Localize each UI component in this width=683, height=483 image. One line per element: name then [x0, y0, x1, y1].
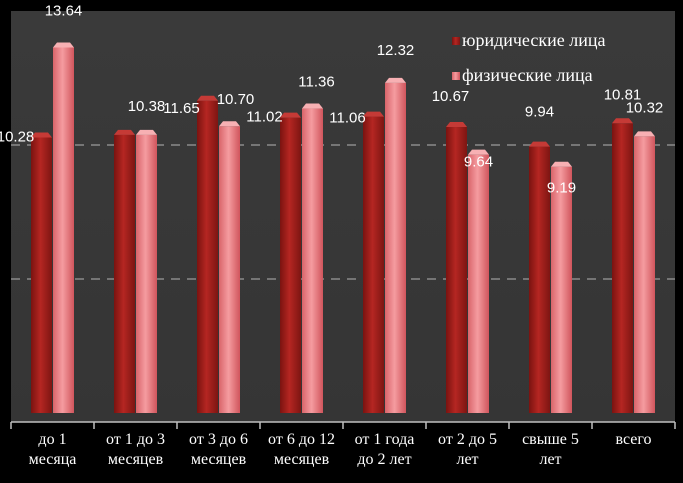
bar-body: [197, 100, 218, 413]
x-tick-label: лет: [539, 451, 561, 468]
x-tick-label: до 1: [38, 431, 66, 448]
bar-legal-5: [446, 122, 467, 413]
bar-legal-7: [612, 118, 633, 414]
bar-cap: [302, 103, 323, 109]
bar-body: [446, 127, 467, 413]
value-label: 10.81: [604, 86, 642, 103]
legend-label: юридические лица: [462, 30, 605, 50]
x-tick-label: от 3 до 6: [189, 431, 248, 448]
bar-cap: [385, 77, 406, 83]
legend-label: физические лица: [462, 65, 593, 85]
bar-cap: [612, 118, 633, 124]
bar-cap: [31, 132, 52, 138]
x-tick-label: месяца: [29, 451, 77, 468]
bar-cap: [634, 131, 655, 137]
bar-body: [385, 82, 406, 413]
bar-cap: [197, 95, 218, 101]
legend-swatch: [452, 37, 460, 45]
bar-individual-5: [468, 149, 489, 413]
bar-individual-3: [302, 103, 323, 413]
bar-legal-3: [280, 112, 301, 413]
bar-cap: [219, 121, 240, 127]
bar-body: [114, 134, 135, 414]
bar-body: [634, 136, 655, 413]
bar-cap: [136, 129, 157, 135]
x-axis: до 1 месяца от 1 до 3 месяцев от 3 до 6 месяц…: [10, 421, 676, 468]
x-tick-label: до 2 лет: [357, 451, 411, 468]
legend-swatch: [452, 72, 460, 80]
bars: [31, 42, 655, 414]
x-tick-label: месяцев: [274, 451, 330, 468]
value-label: 9.64: [464, 154, 493, 171]
value-label: 11.06: [329, 110, 365, 127]
bar-cap: [551, 161, 572, 167]
bar-body: [280, 117, 301, 413]
value-label: 13.64: [45, 2, 83, 19]
bar-cap: [280, 112, 301, 118]
value-label: 11.02: [246, 109, 282, 126]
bar-individual-7: [634, 131, 655, 413]
x-tick-label: от 1 до 3: [106, 431, 165, 448]
bar-body: [136, 134, 157, 414]
value-label: 9.94: [525, 104, 554, 121]
bar-cap: [53, 42, 74, 48]
bar-legal-0: [31, 132, 52, 413]
value-label: 10.28: [0, 128, 34, 145]
x-tick-label: лет: [456, 451, 478, 468]
x-tick-label: месяцев: [191, 451, 247, 468]
bar-cap: [468, 149, 489, 155]
bar-individual-2: [219, 121, 240, 414]
x-tick-label: всего: [615, 431, 651, 448]
value-label: 10.32: [626, 99, 664, 116]
value-label: 10.38: [128, 98, 166, 115]
bar-individual-0: [53, 42, 74, 413]
gridlines: [11, 144, 675, 280]
bar-individual-6: [551, 161, 572, 413]
x-tick-label: месяцев: [108, 451, 164, 468]
value-label: 11.36: [298, 74, 334, 91]
bar-body: [363, 116, 384, 413]
bar-body: [468, 154, 489, 413]
bar-body: [31, 137, 52, 413]
x-tick-label: от 1 года: [355, 431, 415, 448]
bar-body: [551, 166, 572, 413]
bar-cap: [363, 111, 384, 117]
value-label: 9.19: [547, 180, 576, 197]
value-label: 10.70: [217, 91, 255, 108]
legend: юридические лица физические лица: [452, 30, 605, 85]
x-tick-label: от 6 до 12: [268, 431, 335, 448]
bar-legal-2: [197, 95, 218, 413]
value-label: 12.32: [377, 42, 415, 59]
bar-legal-4: [363, 111, 384, 413]
bar-body: [302, 108, 323, 413]
value-label: 11.65: [163, 100, 199, 117]
bar-body: [529, 146, 550, 413]
x-tick-label: от 2 до 5: [438, 431, 497, 448]
bar-individual-1: [136, 129, 157, 414]
bar-legal-6: [529, 141, 550, 413]
bar-body: [612, 123, 633, 414]
x-tick-label: свыше 5: [522, 431, 579, 448]
bar-cap: [446, 122, 467, 128]
bar-cap: [114, 129, 135, 135]
value-label: 10.67: [432, 88, 470, 105]
bar-individual-4: [385, 77, 406, 413]
bar-body: [53, 47, 74, 413]
bar-legal-1: [114, 129, 135, 414]
bar-body: [219, 126, 240, 414]
bar-cap: [529, 141, 550, 147]
